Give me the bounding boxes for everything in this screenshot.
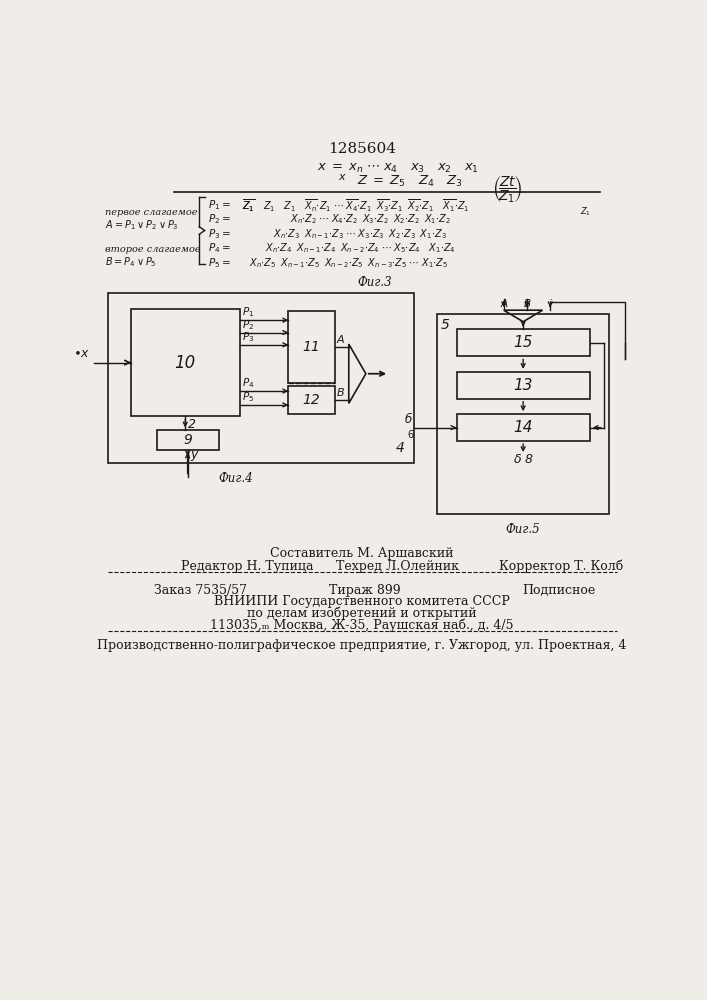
Text: $\overline{Z_1}$: $\overline{Z_1}$ bbox=[242, 198, 255, 214]
Text: первое слагаемое: первое слагаемое bbox=[105, 208, 198, 217]
Text: 8: 8 bbox=[525, 453, 532, 466]
Text: Производственно-полиграфическое предприятие, г. Ужгород, ул. Проектная, 4: Производственно-полиграфическое предприя… bbox=[98, 639, 626, 652]
Text: $\bullet x$: $\bullet x$ bbox=[74, 347, 90, 360]
Text: Заказ 7535/57: Заказ 7535/57 bbox=[154, 584, 247, 597]
Text: $B = P_4 \vee P_5$: $B = P_4 \vee P_5$ bbox=[105, 255, 157, 269]
Text: $\left(\!\dfrac{Zt}{Z_1}\!\right)$: $\left(\!\dfrac{Zt}{Z_1}\!\right)$ bbox=[491, 174, 522, 205]
Text: Подписное: Подписное bbox=[522, 584, 595, 597]
Text: Корректор Т. Колб: Корректор Т. Колб bbox=[499, 560, 624, 573]
Text: 14: 14 bbox=[513, 420, 533, 435]
Text: 13: 13 bbox=[513, 378, 533, 393]
Text: $P_3 =$: $P_3 =$ bbox=[209, 227, 231, 241]
Text: Фиг.4: Фиг.4 bbox=[218, 472, 253, 485]
Text: $x$: $x$ bbox=[338, 172, 347, 182]
Text: 9: 9 bbox=[183, 433, 192, 447]
Text: второе слагаемое: второе слагаемое bbox=[105, 245, 201, 254]
Text: 4: 4 bbox=[395, 441, 404, 455]
Text: 113035,ₘ Москва, Ж-35, Раушская наб., д. 4/5: 113035,ₘ Москва, Ж-35, Раушская наб., д.… bbox=[210, 618, 514, 632]
Text: $Z_1$: $Z_1$ bbox=[580, 205, 592, 218]
Text: 12: 12 bbox=[303, 393, 320, 407]
Text: по делам изобретений и открытий: по делам изобретений и открытий bbox=[247, 607, 477, 620]
Text: B: B bbox=[523, 299, 530, 309]
Text: $P_2$: $P_2$ bbox=[242, 318, 254, 332]
Text: $Z_1 \quad Z_1 \quad Z_1 \quad \overline{X_n}{\cdot}Z_1 \;\cdots\; \overline{X_4: $Z_1 \quad Z_1 \quad Z_1 \quad \overline… bbox=[242, 198, 469, 214]
Text: $Z \;=\; Z_5 \quad Z_4 \quad Z_3$: $Z \;=\; Z_5 \quad Z_4 \quad Z_3$ bbox=[357, 174, 463, 189]
Text: $X_n{\cdot}Z_3 \;\; X_{n-1}{\cdot}Z_3 \;\cdots\; X_3{\cdot}Z_3 \;\; X_2{\cdot}Z_: $X_n{\cdot}Z_3 \;\; X_{n-1}{\cdot}Z_3 \;… bbox=[273, 227, 447, 241]
Text: $P_2 =$: $P_2 =$ bbox=[209, 212, 231, 226]
Text: 2: 2 bbox=[187, 418, 196, 431]
Text: 11: 11 bbox=[303, 340, 320, 354]
Text: $P_1 =$: $P_1 =$ bbox=[209, 198, 231, 212]
Text: $P_4 =$: $P_4 =$ bbox=[209, 242, 231, 255]
Text: ВНИИПИ Государственного комитета СССР: ВНИИПИ Государственного комитета СССР bbox=[214, 595, 510, 608]
Text: 1285604: 1285604 bbox=[328, 142, 396, 156]
Text: y: y bbox=[190, 448, 197, 461]
Text: б: б bbox=[404, 413, 411, 426]
Text: $A = P_1 \vee P_2 \vee P_3$: $A = P_1 \vee P_2 \vee P_3$ bbox=[105, 219, 179, 232]
Text: Фиг.5: Фиг.5 bbox=[506, 523, 540, 536]
Text: Фиг.3: Фиг.3 bbox=[358, 276, 392, 289]
Text: $P_4$: $P_4$ bbox=[242, 376, 255, 390]
Text: $P_5$: $P_5$ bbox=[242, 390, 254, 404]
Text: 6: 6 bbox=[408, 430, 414, 440]
Text: 5: 5 bbox=[441, 318, 450, 332]
Text: $\delta$: $\delta$ bbox=[513, 453, 522, 466]
Text: Техред Л.Олейник: Техред Л.Олейник bbox=[337, 560, 460, 573]
Text: $x \;=\; x_n \;\cdots\; x_4 \quad x_3 \quad x_2 \quad x_1$: $x \;=\; x_n \;\cdots\; x_4 \quad x_3 \q… bbox=[317, 162, 479, 175]
Text: $X_n{\cdot}Z_5 \;\; X_{n-1}{\cdot}Z_5 \;\; X_{n-2}{\cdot}Z_5 \;\; X_{n-3}{\cdot}: $X_n{\cdot}Z_5 \;\; X_{n-1}{\cdot}Z_5 \;… bbox=[249, 256, 448, 270]
Text: A: A bbox=[501, 299, 508, 309]
Text: 15: 15 bbox=[513, 335, 533, 350]
Text: $X_n{\cdot}Z_4 \;\; X_{n-1}{\cdot}Z_4 \;\; X_{n-2}{\cdot}Z_4 \;\cdots\; X_5{\cdo: $X_n{\cdot}Z_4 \;\; X_{n-1}{\cdot}Z_4 \;… bbox=[265, 242, 456, 255]
Text: $P_3$: $P_3$ bbox=[242, 330, 254, 344]
Text: Составитель М. Аршавский: Составитель М. Аршавский bbox=[270, 547, 454, 560]
Text: $P_1$: $P_1$ bbox=[242, 306, 254, 319]
Text: B: B bbox=[337, 388, 344, 398]
Text: Тираж 899: Тираж 899 bbox=[329, 584, 400, 597]
Text: i: i bbox=[549, 299, 551, 309]
Text: Редактор Н. Тупица: Редактор Н. Тупица bbox=[182, 560, 314, 573]
Text: $P_5 =$: $P_5 =$ bbox=[209, 256, 231, 270]
Text: A: A bbox=[337, 335, 344, 345]
Text: 10: 10 bbox=[175, 354, 196, 372]
Text: $X_n{\cdot}Z_2 \;\cdots\; X_4{\cdot}Z_2 \;\; X_3{\cdot}Z_2 \;\; X_2{\cdot}Z_2 \;: $X_n{\cdot}Z_2 \;\cdots\; X_4{\cdot}Z_2 … bbox=[290, 212, 451, 226]
